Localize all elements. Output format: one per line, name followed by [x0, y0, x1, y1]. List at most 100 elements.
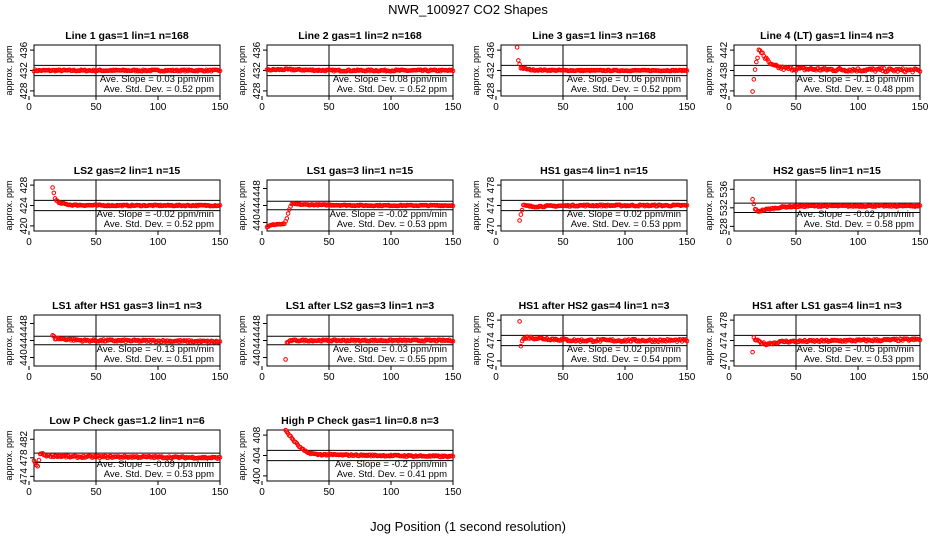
panel-title: HS1 after LS1 gas=4 lin=1 n=3: [752, 300, 902, 312]
x-tick-label: 50: [323, 487, 335, 498]
y-axis-label: approx. ppm: [237, 45, 247, 95]
y-axis-label: approx. ppm: [471, 315, 481, 365]
x-tick-label: 100: [150, 102, 167, 113]
panel-title: LS1 after HS1 gas=3 lin=1 n=3: [52, 300, 202, 312]
y-tick-label: 434: [719, 82, 730, 99]
y-tick-label: 404: [252, 447, 263, 464]
x-tick-label: 150: [445, 487, 462, 498]
y-axis-label: approx. ppm: [4, 180, 14, 230]
panel-10: LS1 after LS2 gas=3 lin=1 n=3 0 50 100 150 44…: [237, 300, 462, 383]
y-axis-label: approx. ppm: [237, 180, 247, 230]
x-tick-label: 0: [493, 237, 499, 248]
y-tick-label: 432: [252, 62, 263, 79]
y-tick-label: 474: [486, 197, 497, 214]
std-dev-annotation: Ave. Std. Dev. = 0.48 ppm: [804, 84, 914, 95]
data-point: [917, 203, 923, 208]
y-tick-label: 438: [719, 62, 730, 79]
x-tick-label: 100: [383, 372, 400, 383]
panel-5: LS2 gas=2 lin=1 n=15 0 50 100 150 420 424 428 ap…: [4, 165, 229, 248]
slope-annotation: Ave. Slope = 0.03 ppm/min: [100, 74, 214, 85]
x-tick-label: 50: [557, 102, 569, 113]
x-tick-label: 50: [557, 372, 569, 383]
data-point: [450, 203, 456, 209]
std-dev-annotation: Ave. Std. Dev. = 0.55 ppm: [337, 354, 447, 365]
y-tick-label: 482: [19, 430, 30, 447]
slope-annotation: Ave. Slope = -0.09 ppm/min: [97, 459, 214, 470]
x-tick-label: 50: [90, 487, 102, 498]
y-tick-label: 528: [719, 218, 730, 235]
panel-13: Low P Check gas=1.2 lin=1 n=6 0 50 100 150 47…: [4, 415, 229, 498]
x-tick-label: 150: [912, 102, 929, 113]
data-point: [516, 58, 521, 63]
panel-3: Line 3 gas=1 lin=3 n=168 0 50 100 150 428 432 4…: [471, 30, 696, 113]
data-point: [751, 201, 757, 207]
figure-title: NWR_100927 CO2 Shapes: [388, 2, 548, 17]
y-tick-label: 478: [719, 311, 730, 328]
y-axis-label: approx. ppm: [704, 45, 714, 95]
slope-annotation: Ave. Slope = 0.08 ppm/min: [333, 74, 447, 85]
y-tick-label: 444: [252, 197, 263, 214]
x-tick-label: 0: [726, 237, 732, 248]
x-tick-label: 100: [383, 237, 400, 248]
x-tick-label: 0: [259, 372, 265, 383]
x-tick-label: 0: [259, 102, 265, 113]
x-tick-label: 100: [383, 102, 400, 113]
slope-annotation: Ave. Slope = -0.02 ppm/min: [97, 209, 214, 220]
data-point: [51, 190, 57, 196]
data-point: [757, 48, 763, 53]
panel-8: HS2 gas=5 lin=1 n=15 0 50 100 150 528 532 536 ap…: [704, 165, 929, 248]
panel-title: Low P Check gas=1.2 lin=1 n=6: [49, 415, 204, 427]
y-tick-label: 436: [486, 41, 497, 58]
data-point: [450, 68, 456, 74]
y-tick-label: 432: [486, 62, 497, 79]
panel-1: Line 1 gas=1 lin=1 n=168 0 50 100 150 428 432 4…: [4, 30, 229, 113]
y-tick-label: 440: [252, 214, 263, 231]
x-tick-label: 50: [323, 372, 335, 383]
y-tick-label: 444: [252, 332, 263, 349]
data-point: [752, 67, 758, 72]
data-point: [288, 204, 293, 209]
x-tick-label: 150: [679, 372, 696, 383]
y-tick-label: 400: [252, 467, 263, 484]
data-point: [684, 68, 690, 73]
std-dev-annotation: Ave. Std. Dev. = 0.53 ppm: [104, 469, 214, 480]
y-axis-label: approx. ppm: [471, 45, 481, 95]
y-axis-label: approx. ppm: [4, 315, 14, 365]
y-tick-label: 478: [486, 311, 497, 328]
x-tick-label: 50: [323, 102, 335, 113]
y-tick-label: 428: [19, 176, 30, 193]
x-tick-label: 0: [26, 102, 32, 113]
x-tick-label: 0: [493, 102, 499, 113]
y-tick-label: 536: [719, 180, 730, 197]
std-dev-annotation: Ave. Std. Dev. = 0.51 ppm: [104, 354, 214, 365]
std-dev-annotation: Ave. Std. Dev. = 0.52 ppm: [337, 84, 447, 95]
slope-annotation: Ave. Slope = -0.02 ppm/min: [330, 209, 447, 220]
y-tick-label: 436: [19, 41, 30, 58]
slope-annotation: Ave. Slope = 0.02 ppm/min: [567, 209, 681, 220]
data-point: [285, 211, 291, 216]
panel-title: Line 2 gas=1 lin=2 n=168: [298, 30, 422, 42]
data-point: [517, 319, 522, 324]
y-tick-label: 470: [486, 217, 497, 234]
x-tick-label: 0: [26, 372, 32, 383]
y-axis-label: approx. ppm: [704, 315, 714, 365]
panel-title: Line 4 (LT) gas=1 lin=4 n=3: [760, 30, 894, 42]
data-point: [217, 68, 223, 74]
data-point: [217, 455, 223, 460]
x-tick-label: 50: [790, 372, 802, 383]
x-tick-label: 50: [90, 237, 102, 248]
y-tick-label: 428: [19, 82, 30, 99]
x-tick-label: 150: [679, 237, 696, 248]
std-dev-annotation: Ave. Std. Dev. = 0.53 ppm: [571, 219, 681, 230]
x-tick-label: 100: [850, 102, 867, 113]
data-point: [450, 453, 456, 459]
x-tick-label: 0: [26, 487, 32, 498]
data-point: [283, 357, 288, 362]
x-tick-label: 50: [323, 237, 335, 248]
slope-annotation: Ave. Slope = -0.02 ppm/min: [797, 209, 914, 220]
x-tick-label: 100: [617, 237, 634, 248]
std-dev-annotation: Ave. Std. Dev. = 0.53 ppm: [337, 219, 447, 230]
panel-12: HS1 after LS1 gas=4 lin=1 n=3 0 50 100 150 47…: [704, 300, 929, 383]
y-axis-label: approx. ppm: [704, 180, 714, 230]
